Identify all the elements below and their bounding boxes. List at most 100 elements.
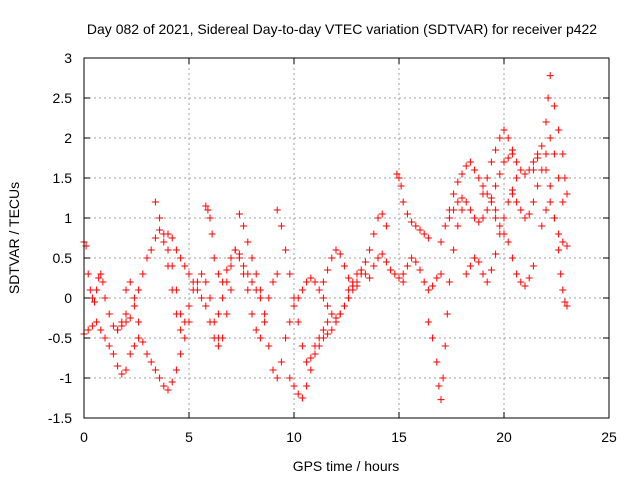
- data-point: [164, 230, 172, 238]
- data-point: [118, 370, 126, 378]
- data-point: [370, 230, 378, 238]
- data-point: [126, 350, 134, 358]
- data-point: [504, 238, 512, 246]
- data-point: [290, 382, 298, 390]
- data-point: [424, 286, 432, 294]
- data-point: [382, 222, 390, 230]
- data-point: [160, 238, 168, 246]
- data-point: [109, 350, 117, 358]
- data-point: [168, 234, 176, 242]
- data-point: [240, 262, 248, 270]
- data-point: [319, 278, 327, 286]
- data-point: [130, 294, 138, 302]
- y-tick-label: 3: [64, 50, 72, 66]
- data-point: [172, 246, 180, 254]
- data-point: [450, 190, 458, 198]
- data-point: [378, 210, 386, 218]
- data-point: [521, 170, 529, 178]
- data-point: [471, 166, 479, 174]
- data-point: [557, 270, 565, 278]
- series-arc: [445, 150, 516, 226]
- series-arc: [529, 72, 571, 198]
- data-point: [193, 286, 201, 294]
- data-point: [223, 278, 231, 286]
- data-point: [361, 270, 369, 278]
- data-point: [437, 396, 445, 404]
- x-tick-label: 5: [185, 429, 193, 445]
- data-point: [311, 350, 319, 358]
- data-point: [214, 310, 222, 318]
- data-point: [479, 214, 487, 222]
- y-tick-label: -0.5: [48, 330, 72, 346]
- axis-ticks: 0 5 10 15 20 25 -1.5 -1 -0.5 0 0.5 1 1.5 2 2.5 3: [48, 50, 617, 445]
- data-point: [135, 286, 143, 294]
- data-point: [332, 246, 340, 254]
- series-arc: [492, 214, 537, 290]
- data-point: [105, 310, 113, 318]
- data-point: [504, 134, 512, 142]
- data-point: [496, 170, 504, 178]
- data-point: [172, 310, 180, 318]
- data-point: [324, 318, 332, 326]
- data-point: [252, 270, 260, 278]
- data-point: [269, 366, 277, 374]
- data-point: [357, 266, 365, 274]
- data-point: [332, 314, 340, 322]
- series-arc: [345, 250, 407, 294]
- data-point: [185, 302, 193, 310]
- data-point: [458, 170, 466, 178]
- y-tick-label: 1.5: [53, 170, 73, 186]
- data-point: [303, 382, 311, 390]
- data-point: [126, 314, 134, 322]
- data-point: [391, 270, 399, 278]
- y-tick-label: 0: [64, 290, 72, 306]
- data-point: [177, 254, 185, 262]
- data-point: [559, 238, 567, 246]
- data-point: [277, 222, 285, 230]
- data-point: [151, 198, 159, 206]
- data-point: [139, 270, 147, 278]
- data-point: [462, 198, 470, 206]
- data-point: [298, 394, 306, 402]
- x-tick-label: 25: [601, 429, 617, 445]
- data-point: [88, 322, 96, 330]
- data-point: [164, 386, 172, 394]
- data-point: [143, 350, 151, 358]
- series-arc: [538, 198, 571, 250]
- data-point: [366, 246, 374, 254]
- data-point: [479, 270, 487, 278]
- data-point: [483, 174, 491, 182]
- data-point: [378, 250, 386, 258]
- data-point: [508, 146, 516, 154]
- data-point: [307, 354, 315, 362]
- data-point: [504, 198, 512, 206]
- data-point: [555, 230, 563, 238]
- data-point: [240, 270, 248, 278]
- series-arc: [80, 238, 130, 334]
- data-point: [550, 102, 558, 110]
- data-point: [529, 262, 537, 270]
- data-point: [538, 222, 546, 230]
- data-point: [349, 278, 357, 286]
- data-point: [408, 254, 416, 262]
- data-point: [416, 266, 424, 274]
- data-point: [282, 246, 290, 254]
- series-arc: [542, 166, 571, 310]
- data-point: [408, 218, 416, 226]
- data-point: [542, 150, 550, 158]
- data-point: [534, 154, 542, 162]
- data-point: [546, 182, 554, 190]
- data-point: [508, 190, 516, 198]
- data-point: [181, 318, 189, 326]
- data-point: [319, 334, 327, 342]
- data-point: [561, 174, 569, 182]
- data-point: [122, 310, 130, 318]
- data-point: [244, 286, 252, 294]
- data-point: [500, 230, 508, 238]
- data-point: [307, 274, 315, 282]
- data-point: [135, 334, 143, 342]
- data-point: [315, 286, 323, 294]
- x-tick-label: 0: [80, 429, 88, 445]
- data-point: [231, 246, 239, 254]
- data-point: [328, 326, 336, 334]
